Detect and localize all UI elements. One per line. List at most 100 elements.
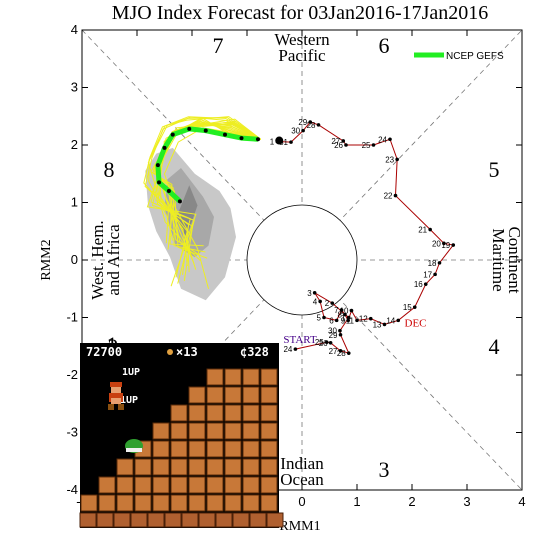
observed-point: [395, 157, 399, 162]
day-label: 29: [298, 118, 307, 127]
brick-block: [224, 440, 242, 458]
observed-point: [346, 315, 351, 320]
brick-block: [152, 422, 170, 440]
day-label: 10: [340, 307, 349, 316]
day-label: 29: [329, 331, 338, 340]
day-label: 12: [359, 315, 368, 324]
phase-label-3: 3: [379, 457, 390, 482]
day-label: 30: [328, 327, 337, 336]
brick-block: [260, 440, 278, 458]
y-tick-label: 1: [71, 195, 78, 210]
observed-point: [339, 308, 344, 312]
day-label: 13: [373, 320, 382, 329]
observed-point: [289, 140, 293, 144]
ground-brick: [215, 512, 233, 528]
unit-circle: [246, 204, 358, 316]
brick-block: [98, 494, 116, 512]
y-tick-label: 0: [71, 252, 78, 267]
mario-sprite: [108, 382, 124, 410]
ensemble-mean-point: [155, 163, 160, 168]
ensemble-member-line: [147, 116, 262, 239]
oneup-popup-1: 1UP: [122, 367, 140, 378]
ground-brick: [232, 512, 250, 528]
observed-point: [433, 272, 437, 277]
koopa-shell-sprite: [125, 439, 143, 453]
day-label: 30: [291, 127, 300, 136]
day-label: 7: [334, 306, 339, 315]
observed-point: [423, 282, 428, 286]
ensemble-mean-point: [177, 199, 182, 204]
coin-icon: [167, 349, 173, 355]
brick-block: [206, 458, 224, 476]
ensemble-mean-point: [223, 132, 227, 137]
observed-point: [330, 301, 335, 305]
brick-block: [242, 386, 260, 404]
brick-block: [188, 404, 206, 422]
day-label: 6: [329, 316, 334, 325]
day-label: 21: [418, 226, 427, 235]
brick-block: [170, 494, 188, 512]
brick-block: [188, 476, 206, 494]
brick-block: [116, 494, 134, 512]
legend: NCEP GEFS: [414, 51, 504, 62]
month-label: DEC: [405, 317, 427, 329]
brick-block: [260, 386, 278, 404]
day-label: 28: [337, 349, 346, 358]
brick-block: [242, 422, 260, 440]
day-label: 28: [307, 121, 316, 130]
ensemble-mean-point: [187, 126, 192, 131]
observed-point: [312, 290, 317, 295]
brick-block: [260, 458, 278, 476]
observed-point: [428, 227, 432, 232]
brick-block: [242, 440, 260, 458]
x-tick-label: 2: [408, 494, 415, 509]
brick-block: [134, 476, 152, 494]
brick-block: [224, 368, 242, 386]
observed-point: [338, 332, 343, 337]
observed-point: [338, 349, 343, 353]
observed-point: [451, 243, 456, 247]
observed-point: [334, 318, 339, 323]
brick-block: [188, 458, 206, 476]
brick-block: [224, 494, 242, 512]
phase-label-4: 4: [489, 334, 500, 359]
phase-label-8: 8: [104, 157, 115, 182]
region-label-western-pacific-2: Pacific: [278, 46, 326, 65]
brick-block: [260, 422, 278, 440]
ensemble-mean-point: [239, 136, 244, 141]
lives-counter: ×13: [176, 345, 198, 359]
brick-block: [152, 458, 170, 476]
observed-point: [393, 193, 398, 198]
brick-block: [206, 386, 224, 404]
observed-point: [316, 123, 321, 127]
ensemble-mean-point: [157, 180, 161, 185]
region-label-maritime-2: Continent: [505, 226, 524, 293]
observed-point: [324, 340, 329, 345]
x-axis-label: RMM1: [279, 519, 320, 534]
ensemble-mean-point: [256, 137, 260, 142]
observed-point: [308, 120, 313, 124]
y-tick-label: 4: [71, 22, 78, 37]
observed-point: [346, 351, 351, 355]
brick-block: [242, 476, 260, 494]
day-label: 24: [283, 345, 292, 354]
phase-label-6: 6: [379, 33, 390, 58]
y-tick-label: -4: [66, 482, 78, 497]
day-label: 22: [384, 192, 393, 201]
observed-point: [349, 308, 354, 313]
brick-block: [170, 476, 188, 494]
observed-point: [338, 328, 342, 333]
y-tick-label: 3: [71, 80, 78, 95]
brick-block: [242, 494, 260, 512]
day-label: 1: [341, 314, 346, 323]
observed-point: [388, 137, 392, 142]
ground-brick: [147, 512, 165, 528]
day-label: 2: [325, 299, 330, 308]
ensemble-mean-point: [166, 189, 171, 193]
observed-point: [293, 347, 298, 351]
observed-point: [396, 318, 401, 323]
day-label: 27: [331, 137, 340, 146]
brick-block: [170, 440, 188, 458]
legend-label: NCEP GEFS: [446, 51, 504, 62]
